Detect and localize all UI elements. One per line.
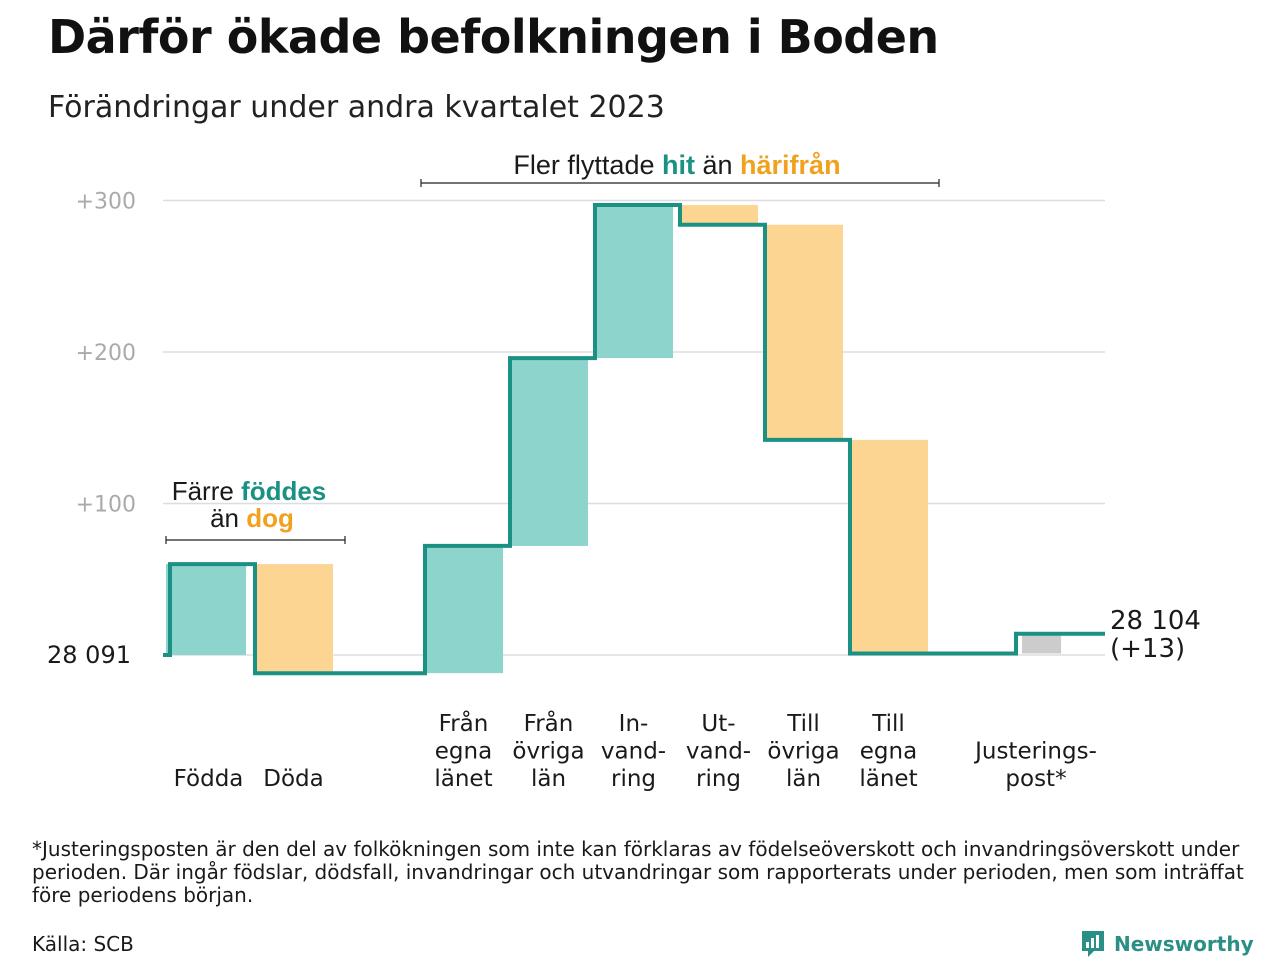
brand[interactable]: Newsworthy xyxy=(1080,928,1254,960)
bar-increase xyxy=(593,205,673,359)
x-category-label: Till xyxy=(786,711,820,737)
x-category-label: län xyxy=(786,766,821,792)
x-category-label: ring xyxy=(696,766,741,792)
bar-increase xyxy=(423,545,503,674)
brand-name: Newsworthy xyxy=(1114,932,1254,956)
x-category-label: övriga xyxy=(767,739,839,765)
x-category-label: egna xyxy=(435,739,492,765)
start-value-label: 28 091 xyxy=(47,641,131,669)
bar-increase xyxy=(166,564,246,655)
births-annotation-prefix: Färre xyxy=(172,476,241,506)
x-category-label: ring xyxy=(611,766,656,792)
x-category-label: In- xyxy=(619,711,649,737)
bar-decrease xyxy=(848,439,928,654)
cumulative-line xyxy=(163,203,1105,676)
bars xyxy=(166,205,1062,674)
births-annotation-an: än xyxy=(210,503,246,533)
x-category-label: vand- xyxy=(601,739,666,765)
x-category-label: länet xyxy=(434,766,492,792)
x-category-label: Födda xyxy=(174,766,244,792)
source-note: Källa: SCB xyxy=(32,932,134,956)
end-change-label: (+13) xyxy=(1110,634,1185,664)
migration-annotation-middle: än xyxy=(695,150,740,180)
chart-subtitle: Förändringar under andra kvartalet 2023 xyxy=(48,90,665,125)
x-category-label: Döda xyxy=(263,766,323,792)
chart-title: Därför ökade befolkningen i Boden xyxy=(48,10,939,64)
births-annotation-line2: än dog xyxy=(210,503,294,533)
bar-adjustment xyxy=(1022,633,1062,654)
bar-increase xyxy=(508,358,588,546)
x-category-label: Ut- xyxy=(701,711,735,737)
migration-annotation-hit: hit xyxy=(662,150,695,180)
x-category-label: Från xyxy=(439,709,489,737)
x-category-label: län xyxy=(531,766,566,792)
x-category-label: länet xyxy=(859,766,917,792)
x-category-label: Från xyxy=(524,709,574,737)
births-annotation-dog: dog xyxy=(246,503,294,533)
footnote: *Justeringsposten är den del av folkökni… xyxy=(32,837,1244,907)
end-value-label: 28 104 xyxy=(1110,606,1201,636)
bar-decrease xyxy=(253,564,333,674)
annotations: Fler flyttade hit än härifrån Färre född… xyxy=(165,150,940,544)
births-annotation-line1: Färre föddes xyxy=(172,476,327,506)
bar-decrease xyxy=(678,205,758,225)
y-tick-label: +200 xyxy=(76,341,136,366)
x-category-label: egna xyxy=(860,739,917,765)
newsworthy-logo-icon xyxy=(1082,931,1104,957)
x-category-label: Till xyxy=(871,711,905,737)
y-tick-label: +100 xyxy=(76,493,136,518)
migration-annotation-harifran: härifrån xyxy=(740,150,841,180)
x-category-label: post* xyxy=(1005,766,1066,792)
x-category-label: Justerings- xyxy=(973,739,1097,765)
cumulative-step-line xyxy=(163,203,1105,676)
y-tick-label: +300 xyxy=(76,190,136,215)
bar-decrease xyxy=(763,224,843,440)
x-category-label: övriga xyxy=(512,739,584,765)
migration-annotation: Fler flyttade hit än härifrån xyxy=(513,150,840,180)
x-category-label: vand- xyxy=(686,739,751,765)
migration-annotation-prefix: Fler flyttade xyxy=(513,150,662,180)
births-annotation-foddes: föddes xyxy=(241,476,326,506)
